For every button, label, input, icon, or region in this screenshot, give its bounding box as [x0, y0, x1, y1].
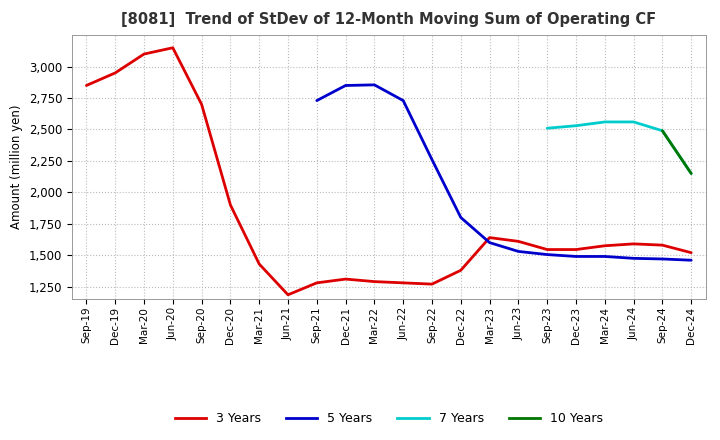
3 Years: [456, 268, 465, 273]
7 Years: [687, 171, 696, 176]
5 Years: [399, 98, 408, 103]
Legend: 3 Years, 5 Years, 7 Years, 10 Years: 3 Years, 5 Years, 7 Years, 10 Years: [170, 407, 608, 430]
3 Years: [514, 239, 523, 244]
Line: 3 Years: 3 Years: [86, 48, 691, 295]
3 Years: [197, 102, 206, 107]
5 Years: [456, 215, 465, 220]
3 Years: [428, 282, 436, 287]
3 Years: [111, 70, 120, 76]
Line: 5 Years: 5 Years: [317, 85, 691, 260]
5 Years: [687, 257, 696, 263]
5 Years: [629, 256, 638, 261]
5 Years: [600, 254, 609, 259]
3 Years: [629, 241, 638, 246]
7 Years: [629, 119, 638, 125]
5 Years: [658, 257, 667, 262]
10 Years: [687, 171, 696, 176]
5 Years: [485, 240, 494, 245]
3 Years: [370, 279, 379, 284]
7 Years: [572, 123, 580, 128]
3 Years: [658, 242, 667, 248]
3 Years: [312, 280, 321, 286]
3 Years: [341, 276, 350, 282]
3 Years: [600, 243, 609, 249]
3 Years: [399, 280, 408, 286]
Line: 10 Years: 10 Years: [662, 131, 691, 173]
3 Years: [168, 45, 177, 51]
Line: 7 Years: 7 Years: [547, 122, 691, 173]
10 Years: [658, 128, 667, 133]
3 Years: [485, 235, 494, 240]
7 Years: [600, 119, 609, 125]
3 Years: [226, 202, 235, 208]
3 Years: [140, 51, 148, 57]
7 Years: [543, 125, 552, 131]
5 Years: [514, 249, 523, 254]
5 Years: [428, 157, 436, 162]
3 Years: [284, 292, 292, 297]
7 Years: [658, 128, 667, 133]
5 Years: [370, 82, 379, 88]
5 Years: [572, 254, 580, 259]
5 Years: [341, 83, 350, 88]
5 Years: [312, 98, 321, 103]
Y-axis label: Amount (million yen): Amount (million yen): [10, 105, 23, 229]
3 Years: [572, 247, 580, 252]
3 Years: [82, 83, 91, 88]
3 Years: [687, 250, 696, 255]
3 Years: [543, 247, 552, 252]
3 Years: [255, 261, 264, 267]
5 Years: [543, 252, 552, 257]
Title: [8081]  Trend of StDev of 12-Month Moving Sum of Operating CF: [8081] Trend of StDev of 12-Month Moving…: [121, 12, 657, 27]
